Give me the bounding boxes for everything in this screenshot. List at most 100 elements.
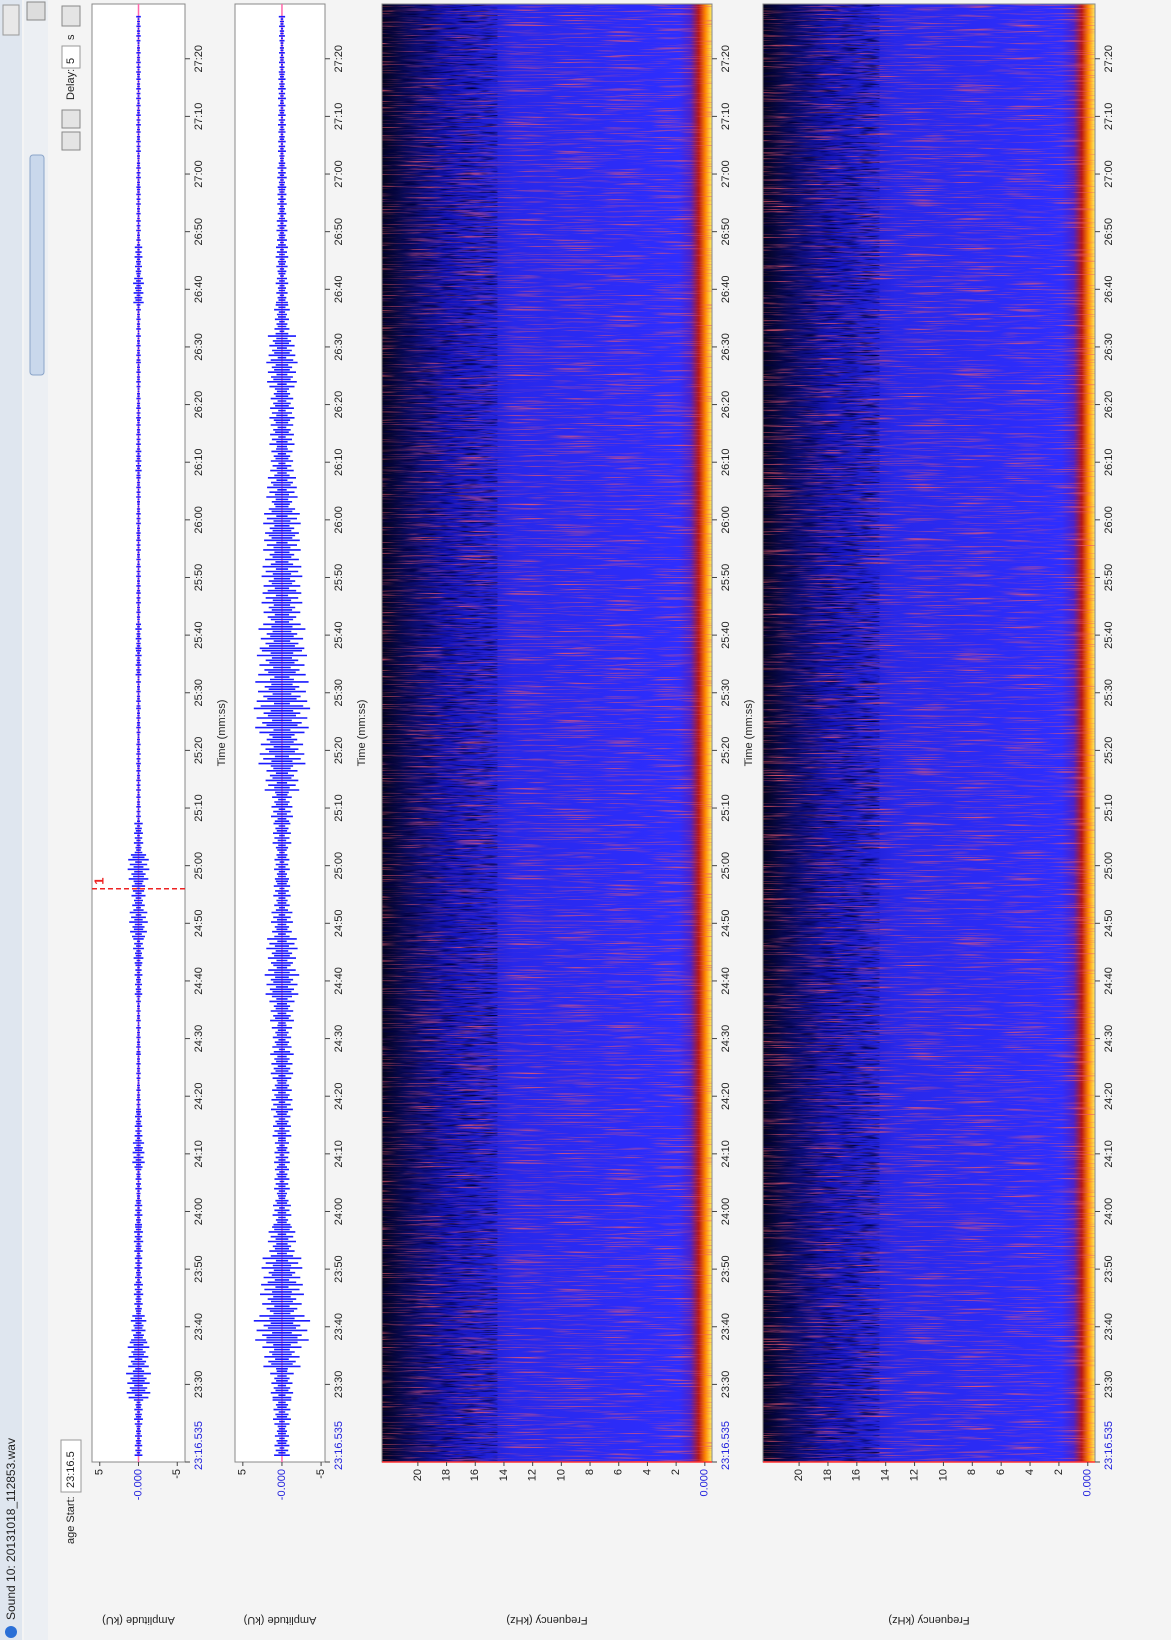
x-tick-label: 23:30 (333, 1371, 345, 1399)
y-tick-label: 14 (880, 1469, 892, 1481)
waveform-segment (272, 1197, 292, 1226)
x-tick-label: 26:10 (333, 448, 345, 476)
waveform-segment (136, 131, 141, 160)
y-tick-label: 16 (851, 1469, 863, 1481)
step-button[interactable] (61, 109, 81, 129)
y-tick-label: 8 (966, 1469, 978, 1475)
y-tick-label: -5 (171, 1469, 183, 1479)
waveform-segment (136, 390, 141, 419)
waveform-segment (267, 332, 296, 361)
x-tick-label: 24:20 (720, 1082, 732, 1110)
x-tick-label: 27:10 (720, 103, 732, 131)
x-tick-label: 24:30 (193, 1025, 205, 1053)
x-tick-label: 26:00 (333, 506, 345, 534)
x-tick-label: 27:10 (333, 103, 345, 131)
x-tick-label: 23:16.535 (333, 1421, 345, 1470)
waveform-segment (264, 966, 300, 995)
waveform-segment (274, 1428, 290, 1456)
waveform-segment (271, 1024, 293, 1053)
page-start-value: 23:16.5 (65, 1451, 77, 1488)
waveform-segment (133, 1283, 144, 1312)
waveform-segment (133, 275, 144, 304)
x-tick-label: 24:00 (193, 1198, 205, 1226)
waveform-segment (261, 563, 303, 592)
x-tick-label: 26:20 (333, 391, 345, 419)
x-tick-label: 24:40 (193, 967, 205, 995)
waveform-segment (136, 73, 141, 102)
spectrogram-dark-texture (382, 4, 498, 1462)
waveform-segment (132, 1139, 145, 1168)
x-tick-label: 25:50 (1103, 564, 1115, 592)
x-axis-label: Time (mm:ss) (216, 700, 228, 767)
waveform-segment (278, 131, 286, 160)
waveform-segment (278, 73, 286, 102)
waveform-segment (269, 995, 295, 1024)
x-tick-label: 23:40 (720, 1313, 732, 1341)
x-axis-label: Time (mm:ss) (356, 700, 368, 767)
x-tick-label: 26:30 (1103, 333, 1115, 361)
waveform-segment (277, 160, 287, 188)
play-button[interactable] (61, 131, 81, 151)
waveform-segment (136, 419, 141, 448)
waveform-segment (272, 822, 292, 851)
waveform-segment (126, 1370, 151, 1399)
nav-button[interactable] (61, 5, 81, 27)
title-bar (0, 0, 22, 1640)
x-tick-label: 24:00 (1103, 1198, 1115, 1226)
waveform-segment (274, 304, 290, 333)
x-tick-label: 24:00 (333, 1198, 345, 1226)
y-tick-label: -5 (315, 1469, 327, 1479)
x-tick-label: 23:30 (193, 1371, 205, 1399)
waveform-segment (136, 1082, 141, 1111)
waveform-segment (135, 621, 142, 650)
page-start-field[interactable] (60, 1439, 82, 1493)
x-tick-label: 25:30 (193, 679, 205, 707)
spectrogram-dark-texture (763, 4, 880, 1462)
x-tick-label: 24:40 (1103, 967, 1115, 995)
waveform-segment (130, 1312, 147, 1341)
page-start-label: age Start: (65, 1496, 77, 1544)
x-tick-label: 25:20 (333, 737, 345, 765)
y-axis-label: Amplitude (kU) (244, 1614, 317, 1626)
waveform-segment (136, 217, 141, 246)
x-tick-label: 26:50 (193, 218, 205, 246)
waveform-segment (136, 44, 141, 73)
waveform-segment (276, 217, 288, 246)
waveform-segment (261, 592, 303, 621)
waveform-segment (136, 505, 141, 534)
waveform-segment (133, 938, 144, 967)
x-tick-label: 23:50 (720, 1255, 732, 1283)
x-tick-label: 26:10 (720, 448, 732, 476)
waveform-segment (270, 448, 294, 477)
waveform-segment (258, 736, 306, 765)
x-tick-label: 25:00 (720, 852, 732, 880)
x-tick-label: 27:00 (333, 160, 345, 188)
scrollbar-thumb[interactable] (29, 154, 45, 376)
scroll-button[interactable] (26, 1, 46, 21)
x-tick-label: 24:10 (720, 1140, 732, 1168)
window-title: Sound 10: 20131018_112853.wav (4, 1438, 18, 1620)
waveform-segment (270, 1370, 294, 1399)
waveform-segment (136, 1053, 141, 1082)
x-tick-label: 25:30 (720, 679, 732, 707)
x-tick-label: 23:40 (1103, 1313, 1115, 1341)
x-tick-label: 23:50 (193, 1255, 205, 1283)
waveform-segment (133, 1399, 144, 1428)
x-tick-label: 26:10 (193, 448, 205, 476)
x-tick-label: 26:00 (1103, 506, 1115, 534)
waveform-segment (136, 678, 141, 707)
waveform-segment (266, 477, 298, 505)
y-tick-label: 6 (995, 1469, 1007, 1475)
x-tick-label: 26:40 (193, 276, 205, 304)
waveform-segment (253, 1312, 311, 1341)
x-tick-label: 26:40 (333, 276, 345, 304)
delay-field[interactable] (61, 45, 81, 69)
waveform-segment (131, 880, 146, 909)
waveform-segment (264, 765, 300, 794)
x-tick-label: 25:20 (1103, 737, 1115, 765)
waveform-segment (135, 1168, 142, 1197)
window-buttons[interactable] (2, 4, 20, 36)
y-tick-label: 20 (412, 1469, 424, 1481)
